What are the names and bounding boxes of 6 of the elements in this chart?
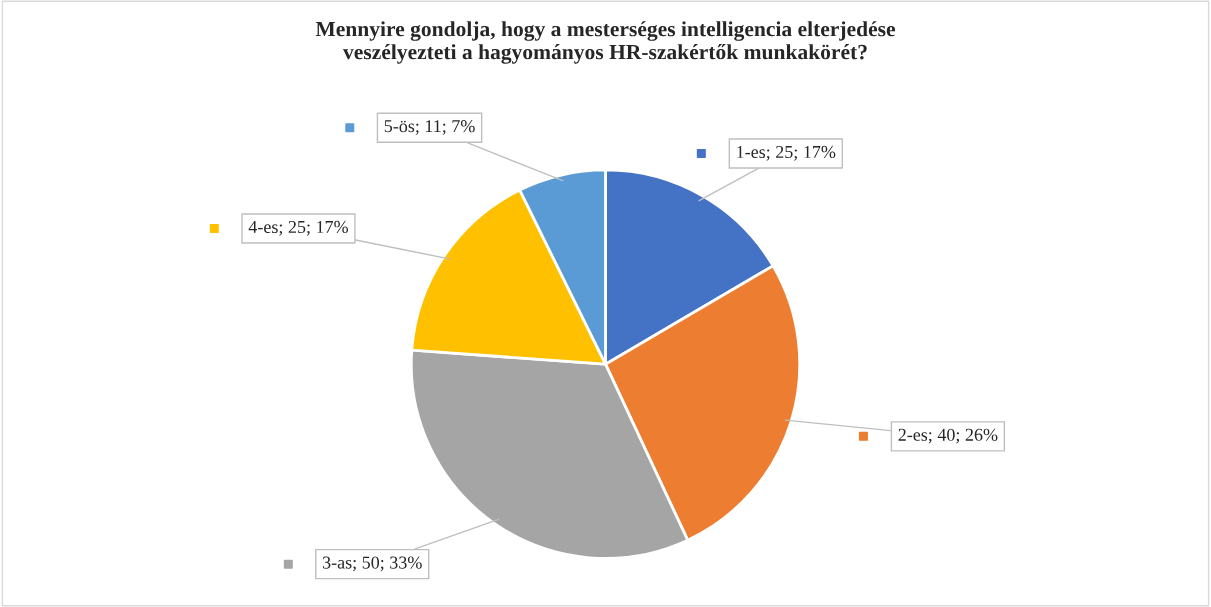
legend-label: 4-es; 25; 17% xyxy=(248,220,349,236)
legend-label: 5-ös; 11; 7% xyxy=(384,120,475,135)
legend-label: 3-as; 50; 33% xyxy=(322,556,422,572)
legend-label: 2-es; 40; 26% xyxy=(898,428,998,444)
chart-title: Mennyire gondolja, hogy a mesterséges intelligencia elterjedése veszélyezteti a hagyományos HR-szakértők munkakörét? xyxy=(315,21,896,64)
legend-label: 1-es; 25; 17% xyxy=(737,145,836,161)
